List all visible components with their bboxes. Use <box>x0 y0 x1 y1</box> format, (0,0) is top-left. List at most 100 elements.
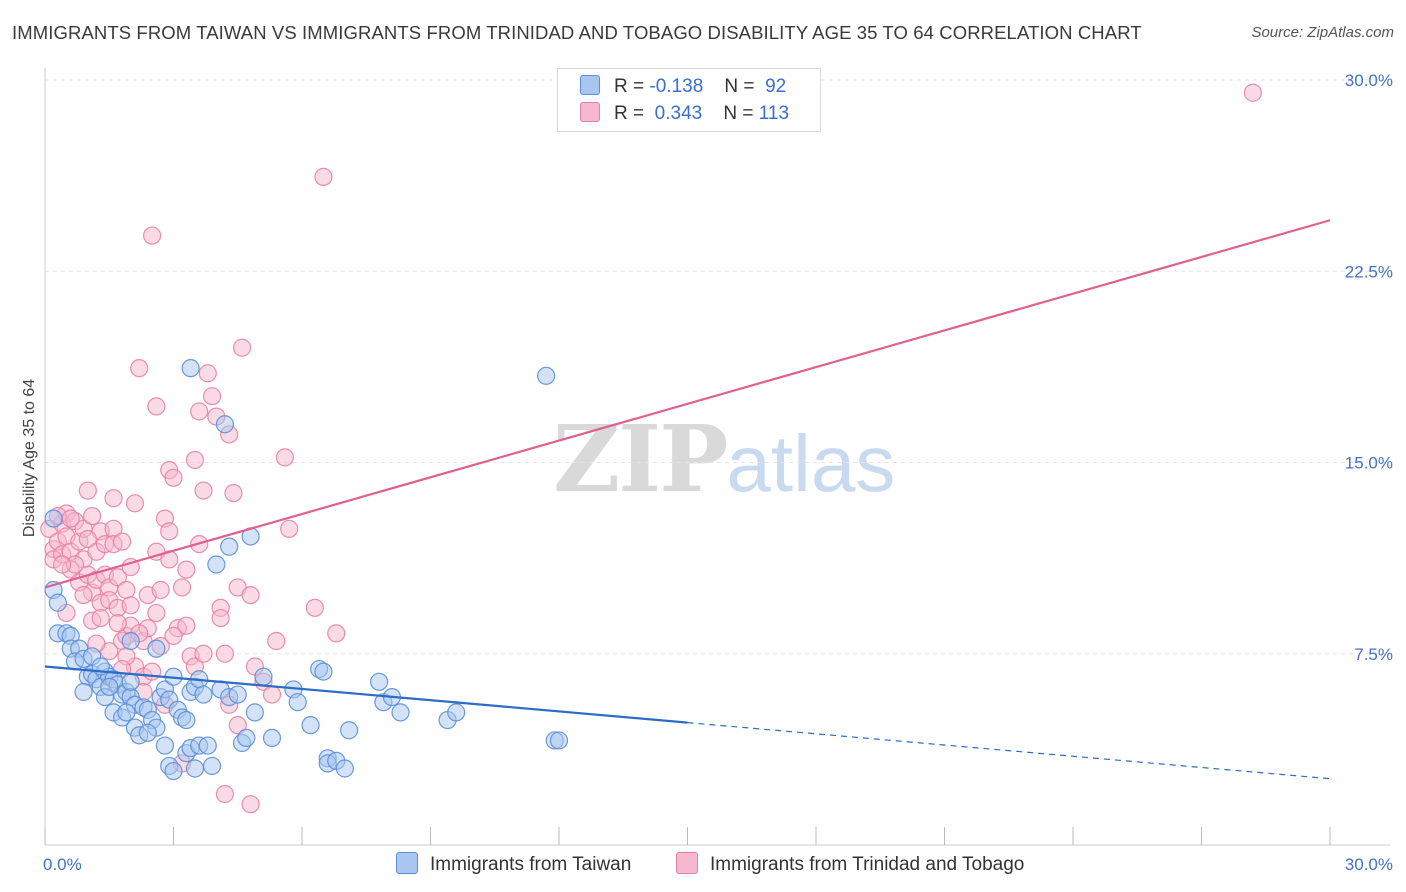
trinidad-trend-line <box>44 219 1331 589</box>
legend-n-label: N = <box>724 76 755 97</box>
trinidad-point-79 <box>314 167 333 186</box>
y-tick-label-2: 22.5% <box>1345 262 1393 281</box>
taiwan-point-78 <box>220 537 239 556</box>
trinidad-point-99 <box>91 608 110 628</box>
trinidad-point-107 <box>151 580 170 600</box>
correlation-legend: R = -0.138 N = 92 R = 0.343 N = 113 <box>557 68 821 132</box>
legend-n-value: 92 <box>765 76 787 97</box>
legend-n-label: N = <box>723 103 754 124</box>
legend-swatch-trinidad <box>676 852 698 874</box>
legend-row-taiwan: R = -0.138 N = 92 <box>580 75 786 99</box>
trinidad-point-108 <box>194 644 213 663</box>
trinidad-point-106 <box>104 489 123 508</box>
trinidad-point-64 <box>211 608 230 628</box>
taiwan-point-58 <box>288 693 307 712</box>
trinidad-point-33 <box>117 580 136 600</box>
taiwan-point-0 <box>44 509 63 528</box>
taiwan-trend-extension <box>687 722 1331 780</box>
taiwan-point-74 <box>549 731 569 750</box>
taiwan-point-75 <box>537 366 556 385</box>
grid-lines <box>45 79 1390 655</box>
trinidad-point-76 <box>275 448 294 467</box>
taiwan-point-40 <box>155 736 175 755</box>
legend-r-label: R = <box>614 76 645 97</box>
taiwan-point-65 <box>335 759 354 778</box>
trinidad-point-15 <box>78 481 97 500</box>
trinidad-point-56 <box>185 450 205 470</box>
taiwan-point-66 <box>340 721 359 740</box>
trinidad-point-53 <box>177 616 196 635</box>
taiwan-point-42 <box>164 761 183 781</box>
taiwan-point-54 <box>245 703 264 722</box>
taiwan-point-87 <box>121 672 140 691</box>
watermark: ZIPatlas <box>553 405 895 513</box>
taiwan-point-91 <box>121 631 140 651</box>
legend-swatch-trinidad <box>580 102 600 122</box>
taiwan-point-89 <box>100 677 119 697</box>
legend-item-taiwan[interactable]: Immigrants from Taiwan <box>396 852 631 876</box>
trinidad-point-91 <box>108 614 127 633</box>
watermark-zip: ZIP <box>553 405 728 513</box>
taiwan-point-53 <box>237 728 256 748</box>
taiwan-point-55 <box>254 667 273 686</box>
y-tick-label-0: 7.5% <box>1354 645 1393 664</box>
trinidad-point-29 <box>108 568 127 587</box>
taiwan-point-61 <box>314 662 333 681</box>
taiwan-point-35 <box>177 710 196 730</box>
trinidad-point-75 <box>267 631 286 651</box>
trend-lines <box>44 219 1331 780</box>
legend-r-value: -0.138 <box>649 76 704 97</box>
trinidad-point-65 <box>215 644 234 663</box>
axes <box>44 68 1390 846</box>
x-tick-label-min: 0.0% <box>43 855 82 874</box>
taiwan-point-59 <box>301 716 320 735</box>
trinidad-point-111 <box>160 522 179 541</box>
trinidad-point-39 <box>130 359 149 378</box>
taiwan-point-67 <box>370 672 389 691</box>
trinidad-point-112 <box>61 509 80 528</box>
legend-label-taiwan: Immigrants from Taiwan <box>430 854 632 875</box>
trinidad-point-61 <box>202 387 222 406</box>
trinidad-point-71 <box>241 585 260 605</box>
taiwan-point-47 <box>198 736 217 755</box>
trinidad-point-35 <box>121 596 140 615</box>
taiwan-trend-line <box>44 665 688 724</box>
legend-item-trinidad[interactable]: Immigrants from Trinidad and Tobago <box>676 852 1024 876</box>
taiwan-point-72 <box>447 703 466 722</box>
legend-swatch-taiwan <box>396 852 418 874</box>
taiwan-point-51 <box>228 685 247 704</box>
series-legend: Immigrants from Taiwan Immigrants from T… <box>0 852 1406 878</box>
y-tick-label-1: 15.0% <box>1345 454 1393 473</box>
taiwan-point-76 <box>181 359 200 378</box>
trinidad-point-105 <box>74 585 93 605</box>
taiwan-point-56 <box>262 728 282 748</box>
trinidad-point-102 <box>177 560 196 579</box>
legend-swatch-taiwan <box>580 75 600 95</box>
trinidad-point-37 <box>125 494 145 513</box>
trinidad-point-67 <box>224 484 243 503</box>
trinidad-point-31 <box>112 532 132 551</box>
tick-labels: 7.5% 15.0% 22.5% 30.0% 0.0% 30.0% <box>43 71 1393 874</box>
taiwan-point-86 <box>74 682 93 702</box>
taiwan-point-2 <box>48 593 67 612</box>
taiwan-point-77 <box>215 415 234 434</box>
trinidad-point-60 <box>198 364 217 383</box>
trinidad-point-98 <box>78 529 97 549</box>
legend-label-trinidad: Immigrants from Trinidad and Tobago <box>710 854 1025 875</box>
watermark-atlas: atlas <box>726 419 896 508</box>
trinidad-point-95 <box>1243 83 1263 102</box>
taiwan-point-45 <box>185 759 205 778</box>
trinidad-point-70 <box>232 338 252 357</box>
legend-r-label: R = <box>614 103 645 124</box>
taiwan-point-83 <box>138 723 157 742</box>
trinidad-point-109 <box>53 555 72 574</box>
legend-row-trinidad: R = 0.343 N = 113 <box>580 102 789 126</box>
trinidad-point-81 <box>215 784 234 804</box>
trinidad-point-82 <box>241 795 260 814</box>
trinidad-point-58 <box>190 402 209 421</box>
trinidad-point-50 <box>164 468 183 487</box>
trinidad-point-17 <box>83 506 102 526</box>
legend-n-value: 113 <box>758 103 790 124</box>
taiwan-point-48 <box>202 756 222 776</box>
trinidad-point-104 <box>142 662 162 681</box>
